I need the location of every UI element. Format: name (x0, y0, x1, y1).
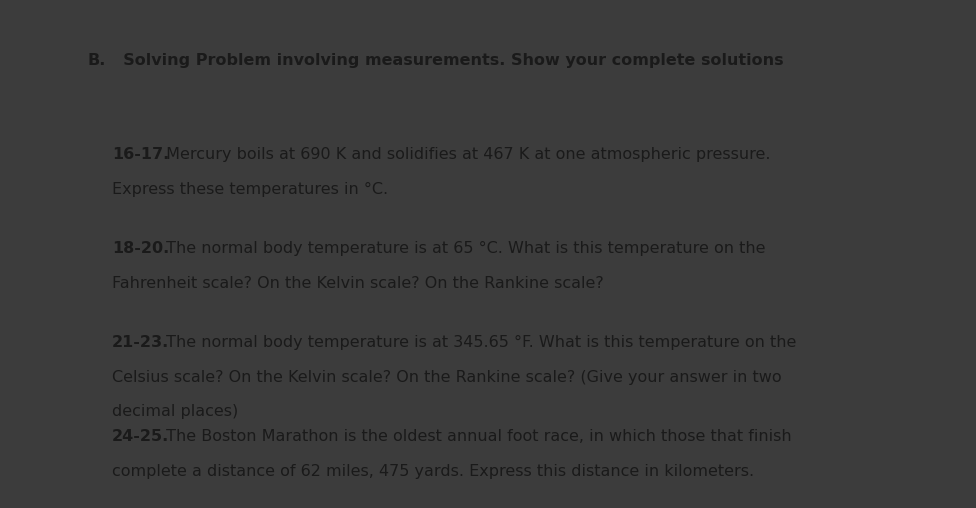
Text: The normal body temperature is at 65 °C. What is this temperature on the: The normal body temperature is at 65 °C.… (161, 241, 765, 257)
Text: The Boston Marathon is the oldest annual foot race, in which those that finish: The Boston Marathon is the oldest annual… (161, 429, 792, 444)
Text: 24-25.: 24-25. (112, 429, 170, 444)
Text: B.: B. (88, 53, 106, 69)
Text: The normal body temperature is at 345.65 °F. What is this temperature on the: The normal body temperature is at 345.65… (161, 335, 796, 351)
Text: Fahrenheit scale? On the Kelvin scale? On the Rankine scale?: Fahrenheit scale? On the Kelvin scale? O… (112, 276, 604, 291)
Text: Celsius scale? On the Kelvin scale? On the Rankine scale? (Give your answer in t: Celsius scale? On the Kelvin scale? On t… (112, 370, 782, 385)
Text: Mercury boils at 690 K and solidifies at 467 K at one atmospheric pressure.: Mercury boils at 690 K and solidifies at… (161, 147, 770, 163)
Text: 18-20.: 18-20. (112, 241, 170, 257)
Text: decimal places): decimal places) (112, 404, 238, 420)
Text: Solving Problem involving measurements. Show your complete solutions: Solving Problem involving measurements. … (112, 53, 784, 69)
Text: Express these temperatures in °C.: Express these temperatures in °C. (112, 182, 388, 197)
Text: complete a distance of 62 miles, 475 yards. Express this distance in kilometers.: complete a distance of 62 miles, 475 yar… (112, 464, 754, 479)
Text: 21-23.: 21-23. (112, 335, 170, 351)
Text: 16-17.: 16-17. (112, 147, 170, 163)
